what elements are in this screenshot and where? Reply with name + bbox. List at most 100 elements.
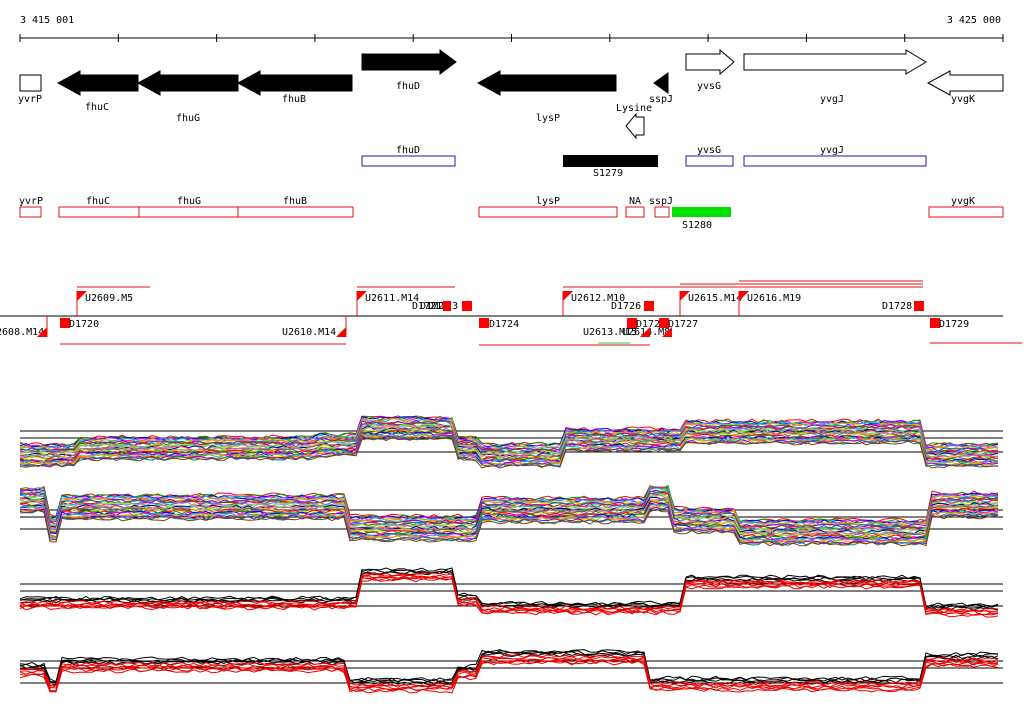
red-box-yvgK[interactable] <box>928 206 1004 218</box>
lower-label-D1729: D1729 <box>939 319 969 330</box>
expression-line <box>19 575 999 616</box>
expression-line <box>19 503 999 542</box>
expression-line <box>19 568 999 609</box>
gene-track: yvrP fhuC fhuG fhuB fhuD lysP sspJ Lysin… <box>18 48 1004 140</box>
expression-line <box>19 650 999 684</box>
blue-box-fhuD[interactable] <box>361 155 456 167</box>
expression-line <box>19 425 999 458</box>
s1279-feature[interactable] <box>563 155 658 167</box>
expression-line <box>19 484 999 524</box>
upper-label-U2616: U2616.M19 <box>747 293 801 304</box>
gene-label-yvsG: yvsG <box>697 81 721 92</box>
gene-yvgJ[interactable] <box>743 49 927 75</box>
expression-panel-3 <box>19 567 1003 618</box>
gene-label-sspJ: sspJ <box>649 94 673 105</box>
flag-U2616[interactable] <box>739 291 749 301</box>
gene-fhuD[interactable] <box>361 49 457 75</box>
expression-lines <box>19 484 999 547</box>
red-box-fhuB[interactable] <box>237 206 354 218</box>
gene-label-fhuD: fhuD <box>396 81 420 92</box>
expression-panel-2 <box>19 484 1003 547</box>
gene-yvgK[interactable] <box>926 70 1004 96</box>
red-label-yvrP: yvrP <box>19 196 43 207</box>
expression-line <box>19 487 999 526</box>
marker-D1728[interactable] <box>914 301 924 311</box>
red-box-fhuC[interactable] <box>58 206 140 218</box>
expression-line <box>19 428 999 460</box>
red-label-sspJ: sspJ <box>649 196 673 207</box>
expression-line <box>19 432 999 464</box>
expression-line <box>19 435 999 468</box>
gene-fhuG[interactable] <box>136 70 239 96</box>
gene-label-yvgJ: yvgJ <box>820 94 844 105</box>
expression-line <box>19 573 999 613</box>
marker-D1729[interactable] <box>930 318 940 328</box>
gene-fhuC[interactable] <box>56 70 139 96</box>
upper-label-U2609: U2609.M5 <box>85 293 133 304</box>
expression-line <box>19 653 999 687</box>
upper-label-D1721: D1721 <box>412 301 442 312</box>
gene-fhuB[interactable] <box>236 70 353 96</box>
flag-U2614[interactable] <box>662 327 672 337</box>
marker-D1723[interactable] <box>462 301 472 311</box>
red-box-yvrP[interactable] <box>19 206 42 218</box>
gene-label-fhuB: fhuB <box>282 94 306 105</box>
lower-label-U2613: U2613.M15 <box>583 327 637 338</box>
gene-label-lysP: lysP <box>536 113 560 124</box>
upper-label-U2615: U2615.M14 <box>688 293 742 304</box>
blue-feature-track: fhuD yvsG yvgJ S1279 S1280 <box>361 145 927 231</box>
upper-markers: U2609.M5 U2611.M14 D1721 D1722 D1723 U26… <box>76 291 924 316</box>
flag-U2613[interactable] <box>640 327 650 337</box>
blue-box-yvgJ[interactable] <box>743 155 927 167</box>
gene-sspJ[interactable] <box>653 72 669 94</box>
flag-U2609[interactable] <box>77 291 87 301</box>
upper-label-U2612: U2612.M10 <box>571 293 625 304</box>
upper-label-D1726: D1726 <box>611 301 641 312</box>
expression-lines <box>19 567 999 618</box>
flag-U2611[interactable] <box>357 291 367 301</box>
marker-D1721[interactable] <box>443 301 451 311</box>
expression-lines <box>19 649 999 694</box>
flag-U2608[interactable] <box>37 327 47 337</box>
flag-U2612[interactable] <box>563 291 573 301</box>
upper-segments <box>77 280 923 288</box>
gene-yvrP[interactable] <box>19 74 42 92</box>
expression-line <box>19 659 999 693</box>
s1280-feature[interactable] <box>672 207 731 217</box>
gene-yvsG[interactable] <box>685 48 735 76</box>
ruler-ticks <box>19 34 1004 42</box>
flag-U2615[interactable] <box>680 291 690 301</box>
expression-panel-1 <box>19 415 1003 469</box>
expression-line <box>19 652 999 687</box>
marker-D1724[interactable] <box>479 318 489 328</box>
expression-line <box>19 420 998 453</box>
expression-line <box>19 660 999 694</box>
marker-D1726[interactable] <box>644 301 654 311</box>
red-box-lysP[interactable] <box>478 206 618 218</box>
flag-U2610[interactable] <box>336 327 346 337</box>
marker-D1720[interactable] <box>60 318 70 328</box>
gene-label-Lysine: Lysine <box>616 103 652 114</box>
transcript-track: U2609.M5 U2611.M14 D1721 D1722 D1723 U26… <box>0 280 1022 346</box>
red-label-fhuC: fhuC <box>86 196 110 207</box>
lower-label-D1727: D1727 <box>668 319 698 330</box>
lower-label-D1720: D1720 <box>69 319 99 330</box>
marker-D1727[interactable] <box>659 318 669 328</box>
red-box-sspJ[interactable] <box>654 206 670 218</box>
marker-D1725[interactable] <box>627 318 637 328</box>
expression-lines <box>19 415 999 469</box>
blue-box-yvsG[interactable] <box>685 155 734 167</box>
gene-lysP[interactable] <box>476 70 617 96</box>
blue-label-yvsG: yvsG <box>697 145 721 156</box>
expression-panel-4 <box>19 649 1003 694</box>
upper-label-D1728: D1728 <box>882 301 912 312</box>
gene-Lysine[interactable] <box>625 112 645 140</box>
blue-label-yvgJ: yvgJ <box>820 145 844 156</box>
end-coordinate: 3 425 000 <box>947 15 1001 26</box>
red-label-fhuB: fhuB <box>283 196 307 207</box>
red-box-fhuG[interactable] <box>138 206 239 218</box>
red-box-NA[interactable] <box>625 206 645 218</box>
lower-label-U2610: U2610.M14 <box>282 327 336 338</box>
blue-label-fhuD: fhuD <box>396 145 420 156</box>
